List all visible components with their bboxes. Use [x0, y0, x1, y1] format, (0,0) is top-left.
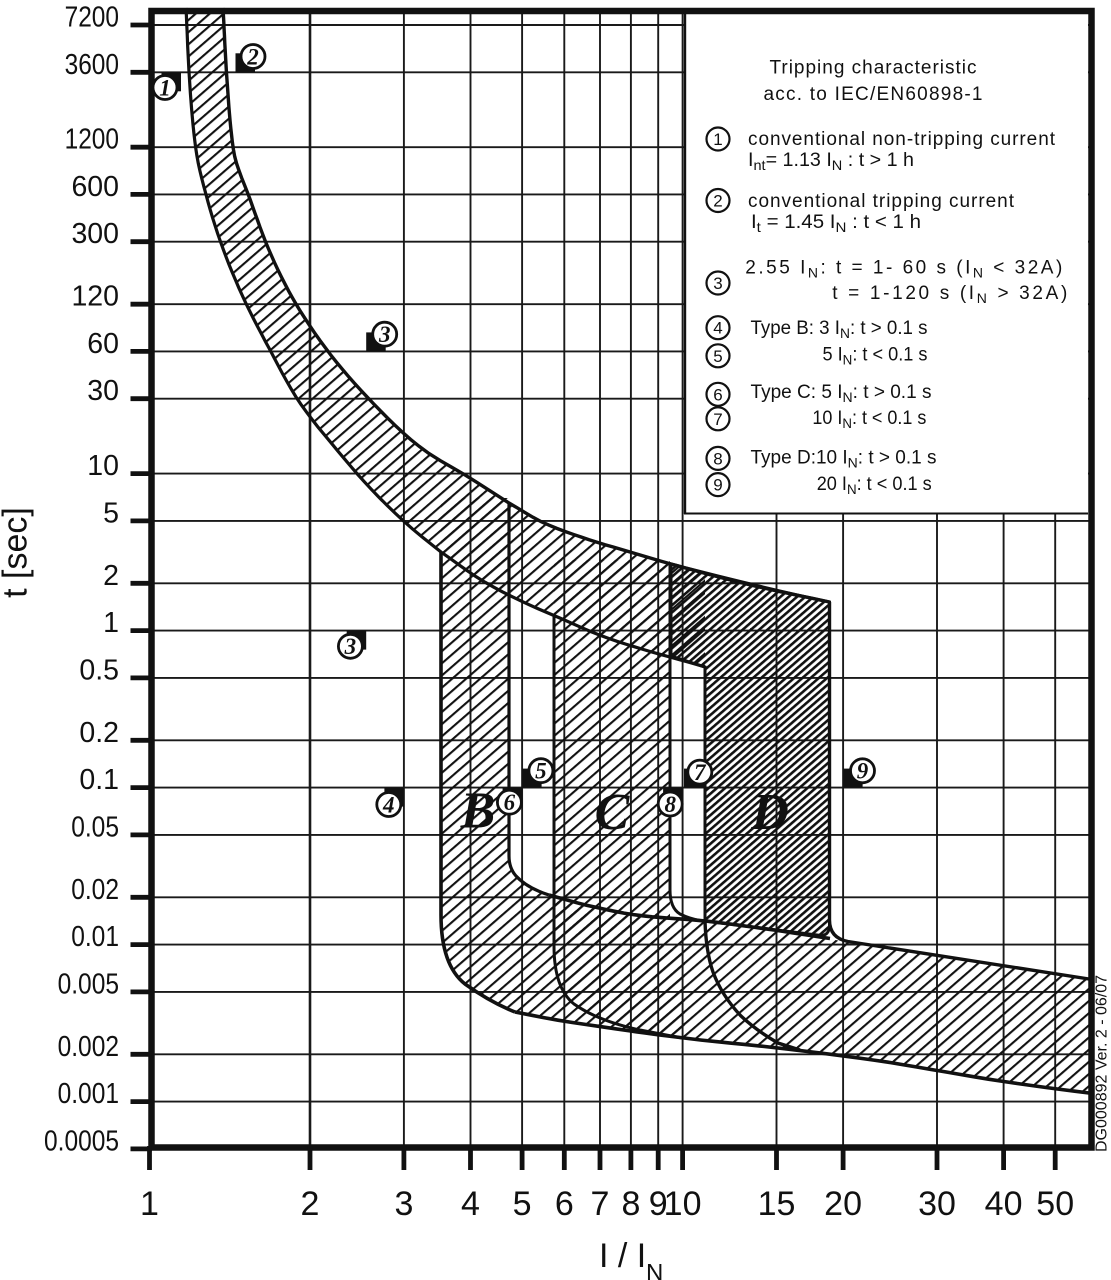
- svg-text:50: 50: [1036, 1185, 1074, 1223]
- svg-text:6: 6: [504, 790, 516, 815]
- svg-text:Type D:10 IN: t > 0.1 s: Type D:10 IN: t > 0.1 s: [751, 448, 937, 471]
- svg-text:t [sec]: t [sec]: [0, 507, 35, 598]
- svg-text:30: 30: [918, 1185, 956, 1223]
- svg-text:conventional non-tripping curr: conventional non-tripping current: [748, 129, 1056, 150]
- svg-text:3: 3: [378, 322, 391, 347]
- svg-text:Tripping characteristic: Tripping characteristic: [770, 58, 977, 79]
- svg-text:7: 7: [713, 410, 722, 429]
- svg-text:4: 4: [461, 1185, 480, 1223]
- svg-text:5: 5: [535, 759, 547, 784]
- svg-text:Type C: 5 IN: t > 0.1 s: Type C: 5 IN: t > 0.1 s: [751, 382, 932, 405]
- svg-text:7: 7: [694, 760, 707, 785]
- svg-text:D: D: [750, 784, 789, 841]
- svg-text:9: 9: [857, 759, 869, 784]
- svg-text:0.001: 0.001: [58, 1078, 119, 1110]
- svg-text:5 IN: t < 0.1 s: 5 IN: t < 0.1 s: [823, 345, 928, 368]
- svg-text:0.0005: 0.0005: [44, 1125, 119, 1157]
- svg-text:C: C: [595, 784, 631, 841]
- svg-text:0.005: 0.005: [58, 968, 119, 1000]
- svg-text:2: 2: [246, 44, 259, 69]
- svg-text:3600: 3600: [65, 49, 119, 81]
- svg-text:20 IN: t < 0.1 s: 20 IN: t < 0.1 s: [817, 474, 932, 497]
- svg-text:3: 3: [713, 274, 722, 293]
- svg-text:acc. to IEC/EN60898-1: acc. to IEC/EN60898-1: [764, 84, 983, 105]
- svg-text:5: 5: [713, 347, 722, 366]
- svg-text:2: 2: [103, 560, 119, 592]
- svg-text:1: 1: [140, 1185, 159, 1223]
- svg-text:4: 4: [382, 792, 395, 817]
- svg-text:30: 30: [87, 375, 119, 407]
- svg-text:0.002: 0.002: [58, 1031, 119, 1063]
- svg-text:0.01: 0.01: [71, 921, 119, 953]
- svg-text:60: 60: [87, 328, 119, 360]
- svg-text:7200: 7200: [65, 2, 119, 34]
- svg-text:8: 8: [664, 792, 676, 817]
- svg-text:10 IN: t < 0.1 s: 10 IN: t < 0.1 s: [812, 408, 926, 431]
- svg-text:N: N: [646, 1260, 663, 1280]
- svg-text:0.5: 0.5: [79, 654, 119, 686]
- svg-text:600: 600: [71, 171, 119, 203]
- svg-text:DG000892 Ver. 2 - 06/07: DG000892 Ver. 2 - 06/07: [1094, 975, 1111, 1152]
- svg-text:5: 5: [513, 1185, 532, 1223]
- svg-text:2: 2: [713, 192, 722, 211]
- svg-text:9: 9: [649, 1185, 668, 1223]
- svg-text:8: 8: [713, 449, 722, 468]
- svg-text:1200: 1200: [65, 124, 119, 156]
- svg-text:15: 15: [758, 1185, 796, 1223]
- svg-text:8: 8: [621, 1185, 640, 1223]
- svg-text:Int= 1.13 IN : t > 1 h: Int= 1.13 IN : t > 1 h: [748, 150, 914, 173]
- svg-text:120: 120: [71, 281, 119, 313]
- svg-text:Type B: 3 IN: t > 0.1 s: Type B: 3 IN: t > 0.1 s: [751, 318, 928, 341]
- svg-text:7: 7: [591, 1185, 610, 1223]
- svg-text:I / I: I / I: [599, 1237, 646, 1275]
- svg-text:0.1: 0.1: [79, 764, 119, 796]
- svg-text:0.05: 0.05: [71, 811, 119, 843]
- svg-text:2: 2: [301, 1185, 320, 1223]
- svg-text:1: 1: [159, 75, 171, 100]
- svg-text:10: 10: [664, 1185, 702, 1223]
- svg-text:6: 6: [713, 385, 722, 404]
- svg-text:5: 5: [103, 497, 119, 529]
- svg-text:1: 1: [103, 607, 119, 639]
- svg-text:It = 1.45 IN : t < 1 h: It = 1.45 IN : t < 1 h: [751, 212, 921, 235]
- svg-text:6: 6: [555, 1185, 574, 1223]
- svg-text:20: 20: [824, 1185, 862, 1223]
- svg-text:B: B: [460, 783, 496, 840]
- svg-text:conventional tripping current: conventional tripping current: [748, 191, 1015, 212]
- svg-text:0.02: 0.02: [71, 874, 119, 906]
- svg-text:40: 40: [985, 1185, 1023, 1223]
- svg-text:3: 3: [344, 634, 357, 659]
- svg-text:0.2: 0.2: [79, 717, 119, 749]
- svg-text:9: 9: [713, 476, 722, 495]
- svg-text:4: 4: [713, 319, 722, 338]
- svg-text:3: 3: [394, 1185, 413, 1223]
- svg-text:2.55 IN: t = 1- 60 s (IN < 32A: 2.55 IN: t = 1- 60 s (I N < 32A): [745, 258, 1062, 281]
- svg-text:10: 10: [87, 450, 119, 482]
- svg-text:300: 300: [71, 218, 119, 250]
- svg-text:1: 1: [713, 130, 722, 149]
